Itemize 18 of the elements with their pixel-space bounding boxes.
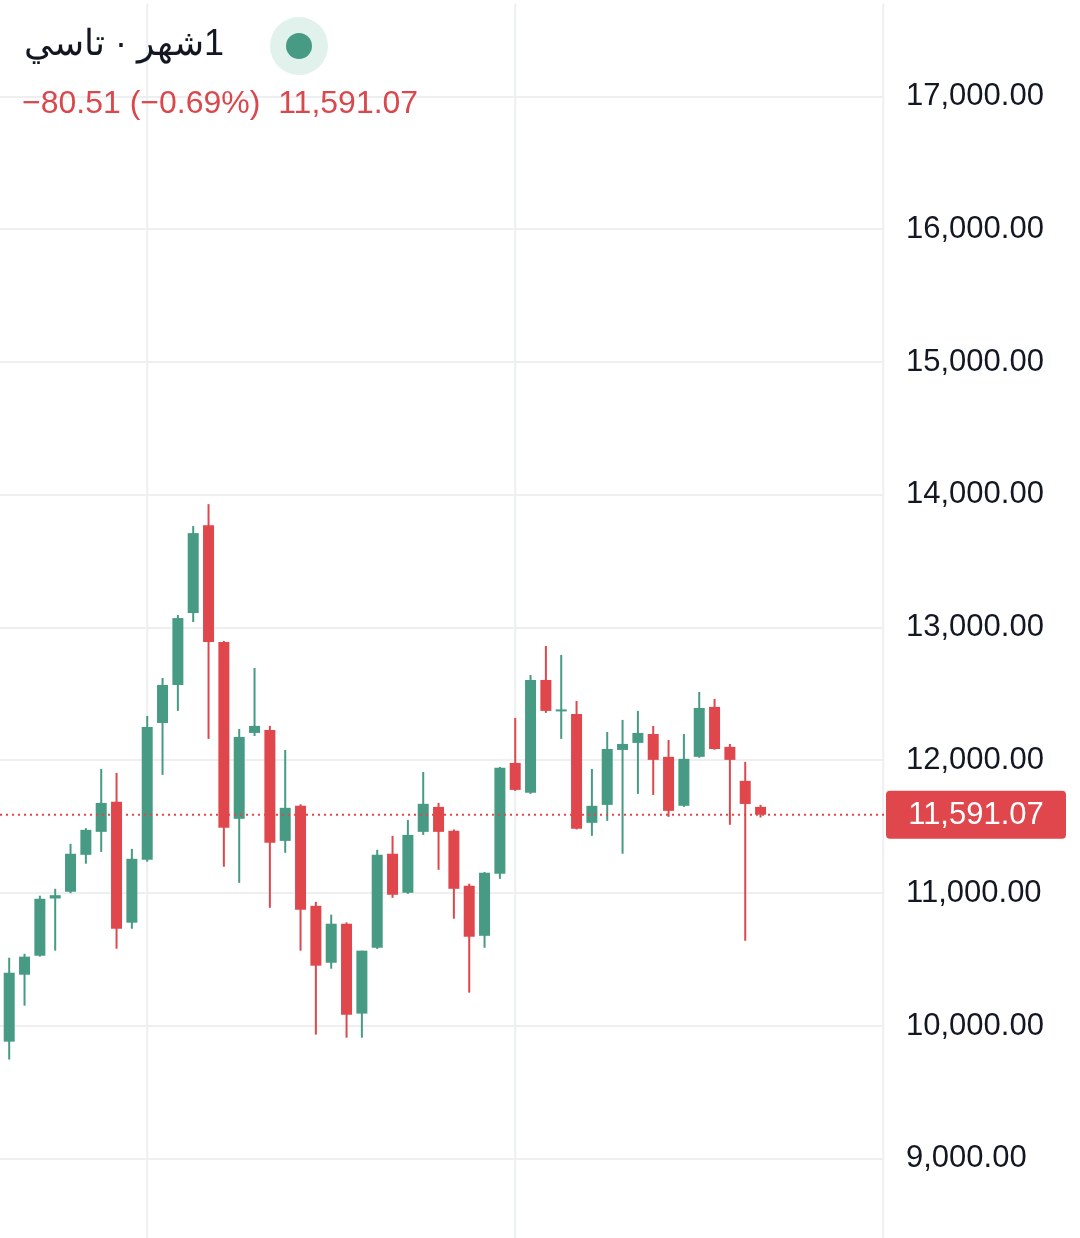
- text: 1شهر · تاسي: [24, 22, 225, 64]
- y-tick-label: 15,000.00: [906, 342, 1044, 378]
- y-tick-label: 10,000.00: [906, 1006, 1044, 1042]
- y-tick-label: 11,000.00: [906, 873, 1042, 909]
- candlestick: [19, 952, 31, 1007]
- y-tick-label: 14,000.00: [906, 475, 1044, 511]
- y-tick-label: 12,000.00: [906, 740, 1044, 776]
- text: −80.51 (−0.69%) 11,591.07: [22, 84, 419, 121]
- y-tick-label: 16,000.00: [906, 209, 1044, 245]
- y-tick-label: 17,000.00: [906, 77, 1044, 113]
- ref-line-label: 11,591.07: [908, 796, 1044, 832]
- candlestick: [249, 667, 261, 737]
- candlestick: [632, 709, 644, 795]
- y-tick-label: 13,000.00: [906, 608, 1044, 644]
- candlestick: [617, 718, 629, 855]
- candlestick: [555, 653, 567, 740]
- candlestick: [586, 767, 598, 837]
- y-tick-label: 9,000.00: [906, 1139, 1027, 1175]
